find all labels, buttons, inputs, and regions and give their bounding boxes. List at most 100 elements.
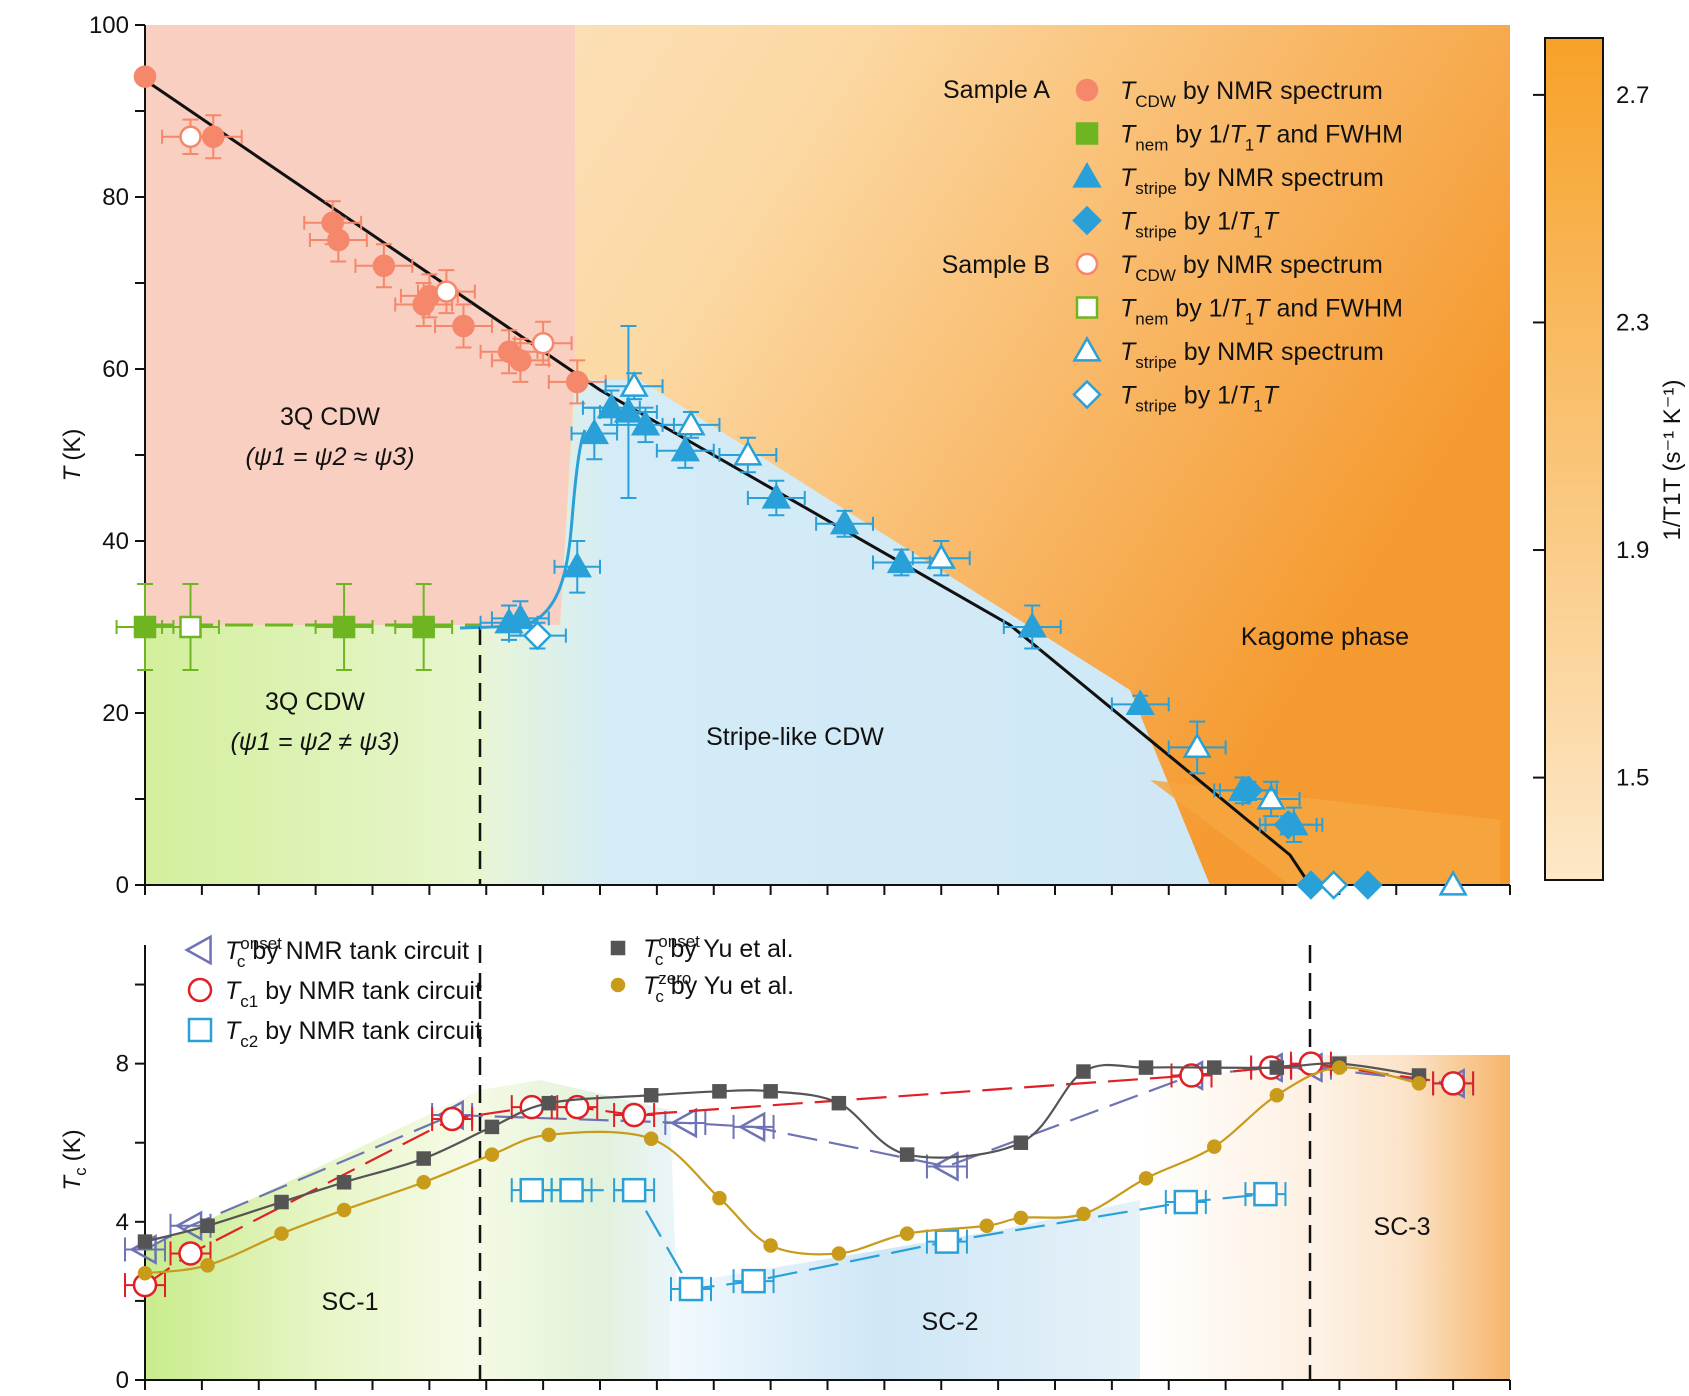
cdw3q-lower-title: 3Q CDW xyxy=(265,688,365,716)
data-point xyxy=(200,1258,215,1273)
legend-label: Tnem by 1/T1T and FWHM xyxy=(1120,121,1403,155)
data-point xyxy=(332,615,356,639)
top-y-tick-label: 0 xyxy=(116,872,129,899)
legend-label: Tstripe by 1/T1T xyxy=(1120,208,1280,242)
data-point xyxy=(1411,1076,1427,1091)
sc1-label: SC-1 xyxy=(322,1288,379,1316)
sc2-label: SC-2 xyxy=(922,1308,979,1336)
data-point xyxy=(416,1175,431,1190)
data-point xyxy=(531,331,555,355)
data-point xyxy=(336,1202,352,1218)
data-point xyxy=(484,1119,500,1135)
bottom-y-axis-title: Tc(K) xyxy=(59,1129,90,1190)
colorbar-tick-label: 1.9 xyxy=(1616,537,1649,564)
data-point xyxy=(541,1127,557,1143)
top-legend: Sample A Sample B TCDW by NMR spectrum Tn… xyxy=(942,76,1403,416)
legend-label: TCDW by NMR spectrum xyxy=(1120,251,1383,285)
legend-label: Tstripe by NMR spectrum xyxy=(1120,338,1384,372)
data-point xyxy=(509,349,532,372)
data-point xyxy=(1296,870,1326,900)
data-point xyxy=(372,254,396,278)
sc3-label: SC-3 xyxy=(1374,1213,1431,1241)
legend-label: Tonset c by Yu et al. xyxy=(643,932,794,969)
data-point xyxy=(137,1234,153,1249)
top-y-tick-label: 80 xyxy=(102,184,129,211)
top-y-axis-title: T(K) xyxy=(59,429,86,482)
data-point xyxy=(1269,1088,1285,1103)
data-point xyxy=(566,370,589,394)
legend-label: Tc2 by NMR tank circuit xyxy=(225,1017,482,1051)
bottom-data-markers xyxy=(124,1051,1475,1302)
data-point xyxy=(1138,1171,1154,1186)
legend-label: Tstripe by 1/T1T xyxy=(1120,382,1280,416)
colorbar-ticks: 1.5 1.9 2.3 2.7 xyxy=(1533,82,1649,792)
legend-label: Tnem by 1/T1T and FWHM xyxy=(1120,295,1403,329)
data-point xyxy=(200,1218,215,1234)
kagome-low-corner xyxy=(1150,780,1500,885)
data-point xyxy=(621,1102,647,1128)
data-point xyxy=(1273,810,1303,840)
data-point xyxy=(931,1151,959,1182)
colorbar-tick-label: 1.5 xyxy=(1616,765,1649,792)
legend-label: Tonset c by NMR tank circuit xyxy=(225,934,469,971)
bottom-x-ticks xyxy=(144,1380,1511,1390)
data-point xyxy=(133,615,157,639)
data-point xyxy=(1182,732,1212,759)
data-point xyxy=(1179,1063,1204,1088)
data-point xyxy=(505,603,536,630)
data-point xyxy=(1076,1206,1091,1222)
legend-marker xyxy=(1072,335,1102,362)
data-point xyxy=(763,1084,778,1099)
data-point xyxy=(522,620,553,651)
data-point xyxy=(439,1106,465,1132)
bottom-y-ticks: 0 4 8 xyxy=(116,983,145,1394)
data-point xyxy=(979,1218,994,1234)
data-point xyxy=(1138,1060,1154,1075)
data-point xyxy=(412,615,435,639)
legend-marker xyxy=(610,940,626,956)
data-point xyxy=(934,1229,960,1254)
legend-marker xyxy=(1072,161,1102,188)
data-point xyxy=(1207,1060,1222,1075)
data-point xyxy=(1353,870,1383,900)
data-point xyxy=(829,508,860,535)
bottom-panel: 0 4 8 Tc(K) SC-1 SC-2 SC-3 Tonset c by NMR … xyxy=(59,932,1511,1394)
data-point xyxy=(613,396,644,423)
data-point xyxy=(416,1151,431,1166)
data-point xyxy=(1125,689,1155,716)
data-point xyxy=(559,1177,584,1203)
top-y-tick-label: 20 xyxy=(102,700,129,727)
stripe-region-label: Stripe-like CDW xyxy=(706,723,884,751)
data-point xyxy=(676,409,706,436)
data-point xyxy=(669,1107,698,1139)
colorbar-label: 1/T1T (s⁻¹ K⁻¹) xyxy=(1659,380,1686,541)
data-point xyxy=(763,1238,778,1253)
legend-marker xyxy=(1072,205,1102,236)
data-point xyxy=(678,1276,704,1302)
data-point xyxy=(926,543,956,569)
data-point xyxy=(1332,1060,1347,1075)
colorbar xyxy=(1544,37,1604,881)
legend-label: Tzero c by Yu et al. xyxy=(643,969,794,1006)
top-y-tick-label: 40 xyxy=(102,528,129,555)
data-point xyxy=(579,418,609,445)
data-point xyxy=(1076,1064,1091,1079)
data-point xyxy=(1318,870,1349,900)
data-point xyxy=(519,1177,544,1203)
data-point xyxy=(1440,1071,1466,1096)
data-point xyxy=(670,435,700,462)
top-y-ticks: 0 20 40 60 80 100 xyxy=(89,12,145,899)
data-point xyxy=(178,1241,203,1266)
data-point xyxy=(831,1095,847,1111)
data-point xyxy=(712,1190,727,1206)
data-point xyxy=(452,314,475,338)
data-point xyxy=(1269,1060,1285,1075)
legend-label: Tc1 by NMR tank circuit xyxy=(225,977,482,1011)
cdw3q-upper-title: 3Q CDW xyxy=(280,403,380,431)
cdw3q-upper-formula: (ψ1 = ψ2 ≈ ψ3) xyxy=(245,443,414,471)
data-point xyxy=(643,1131,659,1147)
legend-label: TCDW by NMR spectrum xyxy=(1120,77,1383,111)
data-point xyxy=(1017,611,1047,638)
